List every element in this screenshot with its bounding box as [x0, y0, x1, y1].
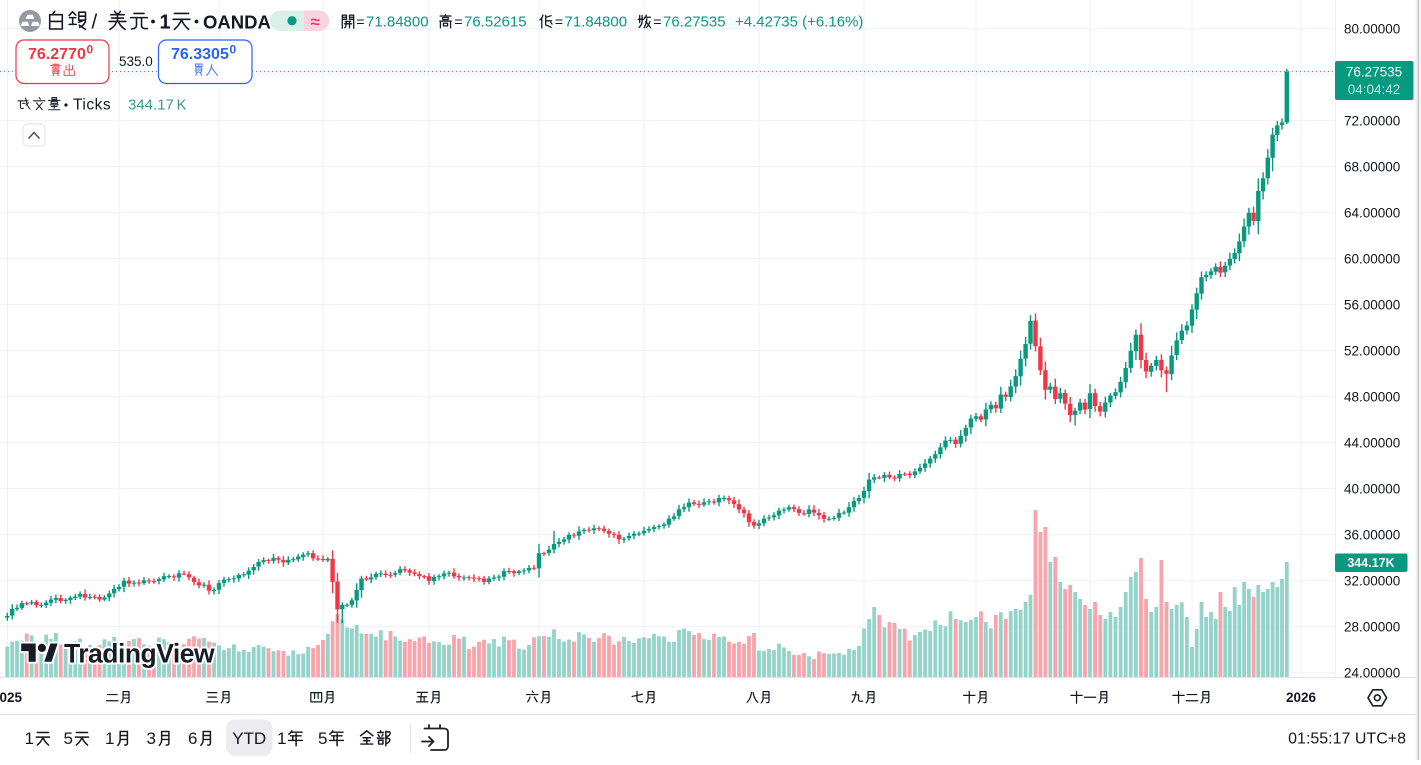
svg-text:6: 6	[188, 729, 197, 748]
svg-text:3: 3	[147, 729, 156, 748]
svg-text:48.00000: 48.00000	[1344, 390, 1400, 405]
svg-text:344.17: 344.17	[128, 97, 174, 114]
svg-text:1: 1	[277, 729, 286, 748]
svg-text:2026: 2026	[1286, 690, 1317, 705]
svg-text:60.00000: 60.00000	[1344, 252, 1400, 267]
svg-text:1: 1	[105, 729, 114, 748]
svg-text:76.3305: 76.3305	[171, 46, 229, 63]
svg-text:44.00000: 44.00000	[1344, 436, 1400, 451]
svg-text:64.00000: 64.00000	[1344, 206, 1400, 221]
svg-text:76.27535: 76.27535	[663, 13, 726, 30]
svg-text:56.00000: 56.00000	[1344, 298, 1400, 313]
svg-text:=: =	[653, 13, 661, 29]
svg-text:535.0: 535.0	[119, 54, 153, 69]
svg-text:OANDA: OANDA	[203, 12, 271, 33]
svg-text:0: 0	[87, 43, 94, 57]
svg-text:+4.42735 (+6.16%): +4.42735 (+6.16%)	[735, 13, 863, 30]
svg-text:76.27535: 76.27535	[1346, 65, 1402, 80]
svg-text:01:55:17 UTC+8: 01:55:17 UTC+8	[1288, 731, 1406, 748]
svg-text:YTD: YTD	[232, 729, 266, 748]
svg-text:5: 5	[64, 729, 73, 748]
svg-text:76.2770: 76.2770	[28, 46, 86, 63]
svg-text:68.00000: 68.00000	[1344, 160, 1400, 175]
svg-text:24.00000: 24.00000	[1344, 666, 1400, 681]
svg-text:/: /	[92, 11, 98, 34]
svg-text:71.84800: 71.84800	[565, 13, 628, 30]
svg-text:0: 0	[230, 43, 237, 57]
svg-text:=: =	[356, 13, 364, 29]
svg-text:TradingView: TradingView	[64, 638, 215, 668]
svg-text:80.00000: 80.00000	[1344, 22, 1400, 37]
svg-text:Ticks: Ticks	[73, 97, 111, 114]
svg-text:344.17K: 344.17K	[1347, 556, 1394, 570]
svg-text:=: =	[555, 13, 563, 29]
svg-text:1: 1	[160, 12, 171, 34]
svg-text:36.00000: 36.00000	[1344, 528, 1400, 543]
svg-text:76.52615: 76.52615	[464, 13, 527, 30]
svg-text:≈: ≈	[311, 13, 320, 32]
svg-text:=: =	[454, 13, 462, 29]
svg-text:5: 5	[318, 729, 327, 748]
svg-text:28.00000: 28.00000	[1344, 620, 1400, 635]
svg-text:32.00000: 32.00000	[1344, 574, 1400, 589]
svg-text:72.00000: 72.00000	[1344, 114, 1400, 129]
svg-text:71.84800: 71.84800	[366, 13, 429, 30]
svg-text:40.00000: 40.00000	[1344, 482, 1400, 497]
svg-text:52.00000: 52.00000	[1344, 344, 1400, 359]
svg-text:2025: 2025	[0, 690, 23, 705]
svg-text:K: K	[177, 97, 187, 114]
svg-text:04:04:42: 04:04:42	[1348, 82, 1401, 97]
svg-text:1: 1	[25, 729, 34, 748]
